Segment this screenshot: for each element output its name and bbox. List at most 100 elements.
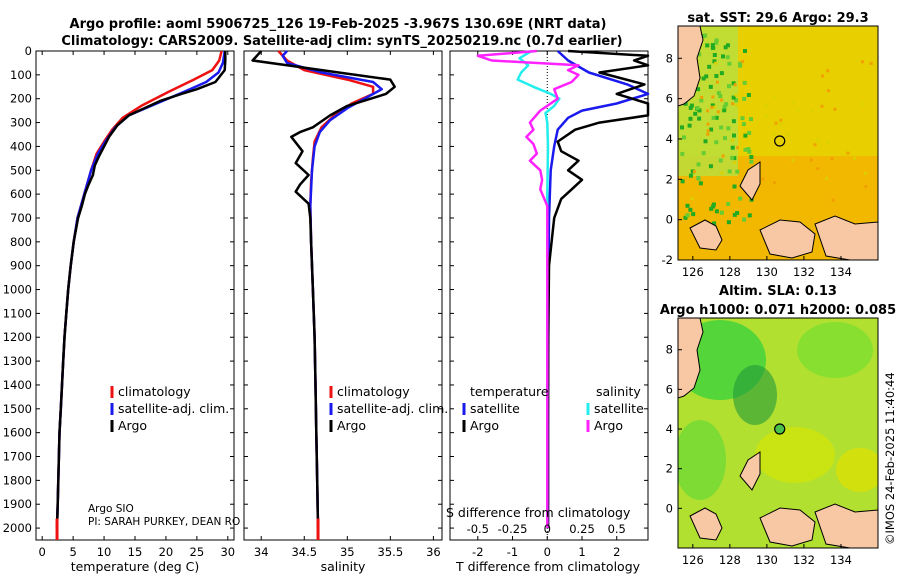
sst-warm-pixel xyxy=(706,109,710,113)
sst-cool-pixel xyxy=(714,140,719,145)
sst-cool-pixel xyxy=(711,204,716,209)
x-tick-label: 0 xyxy=(39,545,46,559)
sst-warm-pixel xyxy=(791,101,795,105)
x-tick-label: 35.5 xyxy=(378,545,404,559)
y-tick-label: 300 xyxy=(10,116,32,130)
sst-cool-pixel xyxy=(698,181,703,186)
legend-label-satellite: satellite-adj. clim. xyxy=(118,401,229,416)
land-new-guinea xyxy=(814,503,878,548)
map-x-tick-label: 130 xyxy=(756,265,778,279)
sst-cool-pixel xyxy=(730,145,735,150)
sst-cool-pixel xyxy=(712,59,717,64)
temperature-panel: 0 5 10 15 20 25 300100200300400500600700800900… xyxy=(3,44,241,574)
y-tick-label: 2000 xyxy=(3,521,32,535)
sst-cool-pixel xyxy=(731,119,736,124)
map-x-tick-label: 128 xyxy=(719,265,741,279)
sst-cool-pixel xyxy=(723,136,727,141)
sst-cool-pixel xyxy=(696,162,701,167)
sst-cool-pixel xyxy=(697,108,702,113)
sst-cool-pixel xyxy=(703,139,708,144)
sst-cool-pixel xyxy=(714,38,719,43)
sst-cool-pixel xyxy=(718,158,723,163)
sst-cool-pixel xyxy=(747,149,752,154)
sla-map: Altim. SLA: 0.13 Argo h1000: 0.071 h2000… xyxy=(660,284,896,567)
sst-warm-pixel xyxy=(764,103,768,107)
sst-cool-pixel xyxy=(727,84,731,89)
sla-low-center xyxy=(755,427,835,483)
sst-warm-pixel xyxy=(700,95,704,99)
sst-warm-pixel xyxy=(741,60,745,63)
map-y-tick-label: 6 xyxy=(666,382,673,396)
sla-high-west xyxy=(678,420,726,500)
s-x-tick-label: -0.25 xyxy=(498,522,528,536)
series-argo xyxy=(251,50,396,529)
sst-cool-pixel xyxy=(685,213,690,218)
sst-cool-pixel xyxy=(688,106,693,110)
sst-cool-pixel xyxy=(732,156,737,161)
sst-warm-pixel xyxy=(764,113,768,117)
sst-cool-pixel xyxy=(693,111,698,116)
sst-cool-pixel xyxy=(746,93,751,97)
sst-cool-pixel xyxy=(740,116,745,121)
sst-cool-pixel xyxy=(680,125,684,130)
land-halmahera-north xyxy=(678,318,704,399)
figure-title-line2: Climatology: CARS2009. Satellite-adj cli… xyxy=(61,34,622,49)
sst-cool-pixel xyxy=(697,52,702,57)
series-t-argo xyxy=(546,49,650,529)
imos-watermark: ©IMOS 24-Feb-2025 11:40:44 xyxy=(883,372,897,545)
sst-warm-pixel xyxy=(869,62,873,65)
sst-cool-pixel xyxy=(726,201,731,206)
sla-high-east xyxy=(797,322,873,378)
legend-label-t-satellite: satellite xyxy=(470,401,520,416)
land-island-north xyxy=(739,161,761,201)
map-x-tick-label: 132 xyxy=(793,553,815,567)
sst-warm-pixel xyxy=(826,141,830,145)
sst-warm-pixel xyxy=(730,139,734,143)
sst-warm-pixel xyxy=(720,98,724,102)
sst-warm-pixel xyxy=(733,83,737,87)
map-x-tick-label: 134 xyxy=(830,265,852,279)
sst-cool-pixel xyxy=(719,210,724,215)
y-tick-label: 800 xyxy=(10,235,32,249)
sst-cool-pixel xyxy=(726,220,731,225)
x-tick-label: 10 xyxy=(97,545,112,559)
y-tick-label: 1000 xyxy=(3,283,32,297)
difference-xlabel: T difference from climatology xyxy=(455,559,641,574)
map-y-tick-label: 4 xyxy=(666,132,673,146)
sst-cool-pixel xyxy=(726,126,731,131)
sst-cool-pixel xyxy=(683,215,688,220)
x-tick-label: 2 xyxy=(613,545,620,559)
x-tick-label: -1 xyxy=(507,545,518,559)
s-difference-xlabel: S difference from climatology xyxy=(446,505,631,520)
y-tick-label: 1500 xyxy=(3,402,32,416)
y-tick-label: 900 xyxy=(10,259,32,273)
sst-cool-pixel xyxy=(701,76,706,81)
sst-cool-pixel xyxy=(691,212,696,217)
sst-warm-pixel xyxy=(796,108,800,112)
sst-warm-pixel xyxy=(813,143,817,147)
series-s-satellite xyxy=(516,49,561,529)
sst-warm-pixel xyxy=(816,167,820,171)
x-tick-label: 0 xyxy=(544,545,551,559)
sst-cool-pixel xyxy=(712,53,717,57)
difference-series xyxy=(476,49,650,529)
sst-cool-pixel xyxy=(680,179,685,184)
sst-cool-pixel xyxy=(714,115,719,120)
legend-label-climatology: climatology xyxy=(337,384,410,399)
sst-cool-pixel xyxy=(746,147,751,152)
sst-cool-pixel xyxy=(708,164,713,169)
sst-cool-pixel xyxy=(742,217,747,222)
y-tick-label: 200 xyxy=(10,92,32,106)
sst-cool-pixel xyxy=(731,81,736,86)
sst-cool-pixel xyxy=(710,43,715,48)
sst-cool-pixel xyxy=(732,133,736,138)
sst-warm-pixel xyxy=(734,103,738,107)
credit-org: Argo SIO xyxy=(88,503,134,515)
map-y-tick-label: 8 xyxy=(666,51,673,65)
figure-title-line1: Argo profile: aoml 5906725_126 19-Feb-20… xyxy=(70,17,607,32)
x-tick-label: 35 xyxy=(340,545,355,559)
temperature-axes-frame xyxy=(35,50,235,541)
legend-label-argo: Argo xyxy=(118,418,147,433)
land-halmahera-north xyxy=(678,26,704,107)
map-y-tick-label: 2 xyxy=(666,462,673,476)
